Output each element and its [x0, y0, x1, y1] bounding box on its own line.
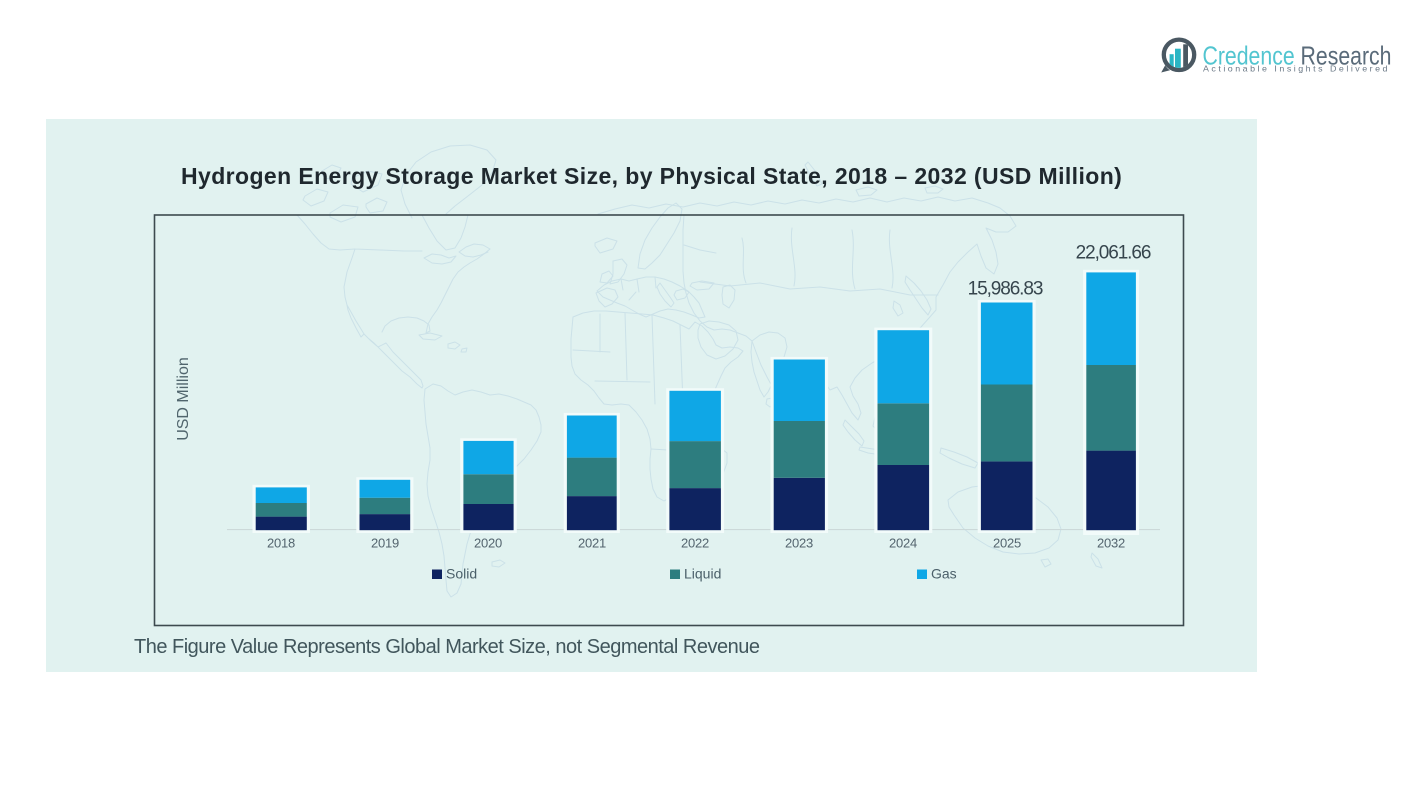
- svg-text:Credence Research: Credence Research: [1203, 41, 1392, 71]
- svg-text:2018: 2018: [267, 536, 295, 551]
- svg-text:22,061.66: 22,061.66: [1076, 243, 1151, 264]
- svg-text:2024: 2024: [889, 536, 917, 551]
- svg-text:Actionable Insights Delivered: Actionable Insights Delivered: [1203, 64, 1390, 74]
- svg-text:Gas: Gas: [931, 566, 957, 582]
- svg-text:2020: 2020: [474, 536, 502, 551]
- svg-text:2023: 2023: [785, 536, 813, 551]
- svg-text:2025: 2025: [993, 536, 1021, 551]
- svg-text:2021: 2021: [578, 536, 606, 551]
- svg-text:2019: 2019: [371, 536, 399, 551]
- svg-text:15,986.83: 15,986.83: [968, 279, 1043, 300]
- svg-text:Liquid: Liquid: [684, 566, 721, 582]
- svg-text:2022: 2022: [681, 536, 709, 551]
- svg-text:Solid: Solid: [446, 566, 477, 582]
- svg-text:USD Million: USD Million: [175, 357, 192, 441]
- svg-text:2032: 2032: [1097, 536, 1125, 551]
